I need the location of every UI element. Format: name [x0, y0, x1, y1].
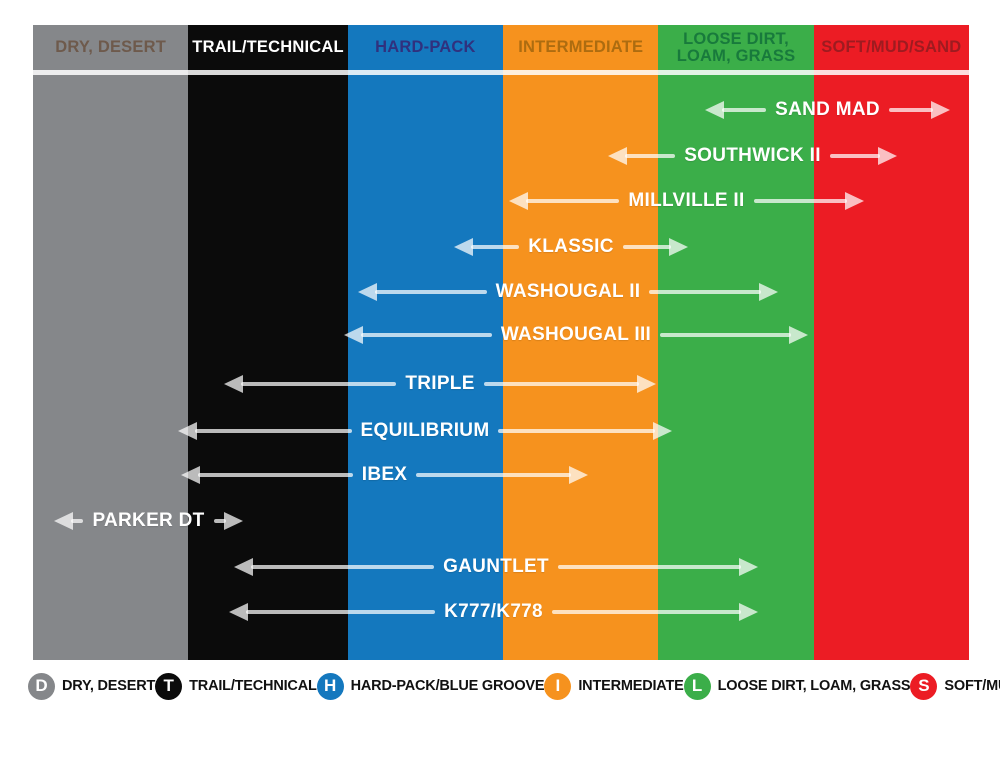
- legend-label: INTERMEDIATE: [578, 678, 684, 694]
- column-header-label: LOOSE DIRT, LOAM, GRASS: [676, 29, 796, 65]
- legend-item-trail-technical: T TRAIL/TECHNICAL: [155, 672, 317, 700]
- legend-circle-icon: S: [910, 672, 938, 700]
- header-separator-line: [33, 70, 969, 75]
- legend-item-soft-mud-sand: S SOFT/MUD/SAND: [910, 672, 1000, 700]
- column-header-label: HARD-PACK: [375, 38, 476, 57]
- terrain-column-trail-technical: TRAIL/TECHNICAL: [188, 25, 348, 660]
- legend-circle-icon: D: [28, 672, 55, 700]
- legend-item-hard-pack-blue-groove: H HARD-PACK/BLUE GROOVE: [316, 672, 545, 700]
- legend-circle-icon: H: [316, 672, 344, 700]
- legend-label: LOOSE DIRT, LOAM, GRASS: [717, 678, 911, 694]
- legend-label: TRAIL/TECHNICAL: [189, 678, 317, 694]
- terrain-columns: DRY, DESERT TRAIL/TECHNICAL HARD-PACK INTER…: [33, 25, 969, 660]
- column-header-label: SOFT/MUD/SAND: [821, 38, 962, 57]
- legend-item-intermediate: I INTERMEDIATE: [544, 672, 684, 700]
- terrain-column-hard-pack: HARD-PACK: [347, 25, 504, 660]
- column-header-label: INTERMEDIATE: [518, 38, 644, 57]
- terrain-column-intermediate: INTERMEDIATE: [503, 25, 659, 660]
- legend-circle-icon: T: [155, 672, 183, 700]
- legend-label: DRY, DESERT: [62, 678, 156, 694]
- legend-label: HARD-PACK/BLUE GROOVE: [350, 678, 545, 694]
- legend-label: SOFT/MUD/SAND: [944, 678, 1000, 694]
- column-header-label: TRAIL/TECHNICAL: [192, 38, 344, 57]
- column-header-label: DRY, DESERT: [55, 38, 166, 57]
- legend-circle-icon: L: [683, 672, 711, 700]
- legend-item-loose-dirt-loam-grass: L LOOSE DIRT, LOAM, GRASS: [683, 672, 911, 700]
- terrain-column-dry-desert: DRY, DESERT: [33, 25, 189, 660]
- legend-item-dry-desert: D DRY, DESERT: [28, 672, 156, 700]
- terrain-column-loose-dirt-loam-grass: LOOSE DIRT, LOAM, GRASS: [658, 25, 814, 660]
- terrain-column-soft-mud-sand: SOFT/MUD/SAND: [813, 25, 969, 660]
- legend-circle-icon: I: [544, 672, 572, 700]
- terrain-legend: D DRY, DESERT T TRAIL/TECHNICAL H HARD-PACK/B…: [28, 666, 1000, 706]
